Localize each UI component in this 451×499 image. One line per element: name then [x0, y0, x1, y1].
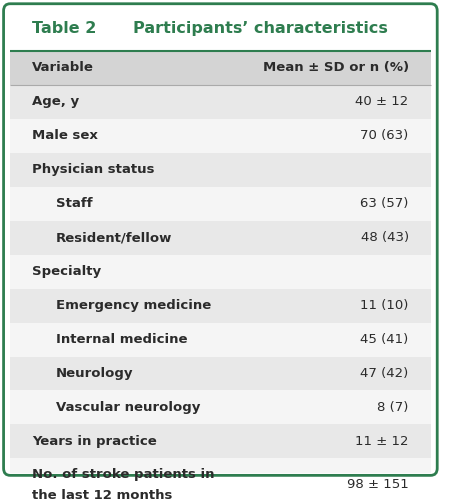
Bar: [10, 356, 431, 391]
Text: Table 2: Table 2: [32, 21, 97, 36]
Text: No. of stroke patients in: No. of stroke patients in: [32, 468, 215, 481]
Bar: [10, 51, 431, 85]
Text: Staff: Staff: [56, 197, 93, 210]
Bar: [10, 119, 431, 153]
Text: 40 ± 12: 40 ± 12: [355, 95, 409, 108]
Text: 11 (10): 11 (10): [360, 299, 409, 312]
Text: Age, y: Age, y: [32, 95, 79, 108]
Text: Specialty: Specialty: [32, 265, 101, 278]
Text: Physician status: Physician status: [32, 163, 155, 176]
Text: 63 (57): 63 (57): [360, 197, 409, 210]
Bar: [10, 254, 431, 288]
Text: Resident/fellow: Resident/fellow: [56, 231, 173, 244]
Text: 98 ± 151: 98 ± 151: [347, 478, 409, 491]
Text: 45 (41): 45 (41): [360, 333, 409, 346]
Text: Male sex: Male sex: [32, 129, 98, 142]
Text: Internal medicine: Internal medicine: [56, 333, 188, 346]
Text: 11 ± 12: 11 ± 12: [355, 435, 409, 448]
Text: Emergency medicine: Emergency medicine: [56, 299, 212, 312]
Text: Neurology: Neurology: [56, 367, 133, 380]
Bar: [10, 187, 431, 221]
FancyBboxPatch shape: [4, 4, 437, 476]
Bar: [10, 153, 431, 187]
Bar: [10, 459, 431, 499]
Text: the last 12 months: the last 12 months: [32, 489, 172, 499]
Text: Vascular neurology: Vascular neurology: [56, 401, 201, 414]
Text: Years in practice: Years in practice: [32, 435, 157, 448]
Bar: [10, 288, 431, 322]
Bar: [10, 221, 431, 254]
Text: 70 (63): 70 (63): [360, 129, 409, 142]
Bar: [10, 391, 431, 425]
Text: Variable: Variable: [32, 61, 94, 74]
Text: Participants’ characteristics: Participants’ characteristics: [133, 21, 388, 36]
Bar: [10, 425, 431, 459]
Text: Mean ± SD or n (%): Mean ± SD or n (%): [262, 61, 409, 74]
Text: 48 (43): 48 (43): [361, 231, 409, 244]
Text: 47 (42): 47 (42): [360, 367, 409, 380]
Bar: [10, 85, 431, 119]
Bar: [10, 322, 431, 356]
Text: 8 (7): 8 (7): [377, 401, 409, 414]
